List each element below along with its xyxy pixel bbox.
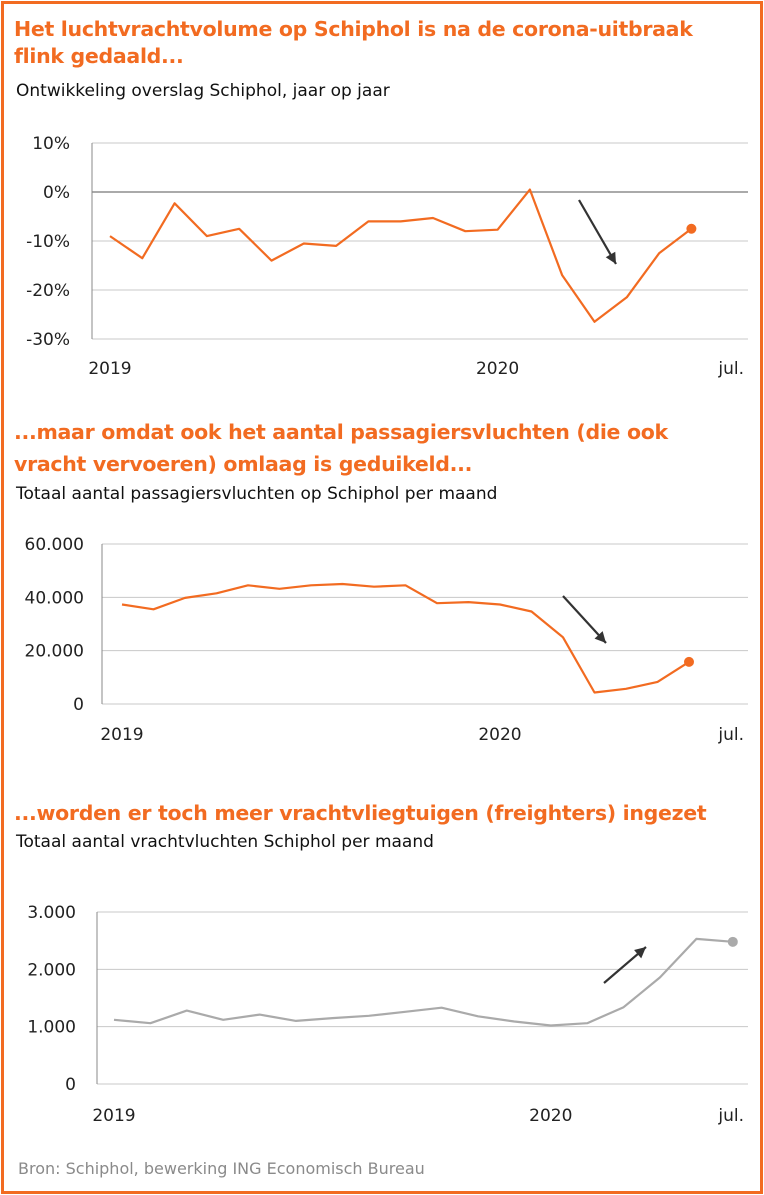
series-end-marker — [686, 223, 697, 234]
series-line — [113, 937, 733, 1027]
chart-title-line-1: ...maar omdat ook het aantal passagiersv… — [14, 420, 668, 444]
series-end-marker — [684, 656, 694, 667]
chart-passenger-flights: 60.000 40.000 20.000 0 2019 2020 jul. — [25, 535, 748, 745]
y-tick-label: 0% — [43, 183, 70, 203]
y-tick-label: 0 — [65, 1075, 76, 1095]
trend-arrow-head — [594, 631, 606, 643]
y-tick-label: 60.000 — [25, 535, 84, 555]
chart-freighter-flights: 3.000 2.000 1.000 0 2019 2020 jul. — [27, 903, 748, 1126]
trend-arrow-head — [634, 947, 646, 959]
x-tick-label: jul. — [717, 359, 744, 379]
source-note: Bron: Schiphol, bewerking ING Economisch… — [18, 1159, 425, 1178]
y-tick-label: 2.000 — [27, 960, 76, 980]
x-tick-label: 2019 — [88, 359, 131, 379]
chart-subtitle: Ontwikkeling overslag Schiphol, jaar op … — [16, 81, 390, 101]
y-tick-label: -20% — [26, 281, 70, 301]
x-tick-label: 2020 — [478, 725, 521, 745]
y-tick-label: 1.000 — [27, 1018, 76, 1038]
x-tick-label: 2020 — [476, 359, 519, 379]
y-tick-label: 3.000 — [27, 903, 76, 923]
chart-title-line-2: vracht vervoeren) omlaag is geduikeld... — [14, 452, 473, 476]
y-tick-label: -10% — [26, 232, 70, 252]
x-tick-label: 2019 — [92, 1106, 135, 1126]
trend-arrow-head — [605, 251, 616, 264]
y-tick-label: 40.000 — [25, 588, 84, 608]
series-line — [109, 188, 693, 323]
chart-subtitle: Totaal aantal vrachtvluchten Schiphol pe… — [16, 832, 434, 852]
x-tick-label: jul. — [717, 1106, 744, 1126]
chart-title: Het luchtvrachtvolume op Schiphol is na … — [14, 17, 693, 68]
chart-cargo-volume: 10% 0% -10% -20% -30% 2019 2020 jul. — [26, 134, 748, 379]
x-tick-label: jul. — [717, 725, 744, 745]
series-end-marker — [727, 936, 738, 947]
y-tick-label: 20.000 — [25, 642, 84, 662]
series-line — [121, 582, 690, 694]
trend-arrow-line — [578, 199, 617, 265]
chart-title: ...worden er toch meer vrachtvliegtuigen… — [14, 801, 707, 825]
x-tick-label: 2019 — [100, 725, 143, 745]
y-tick-label: 10% — [32, 134, 70, 154]
x-tick-label: 2020 — [529, 1106, 572, 1126]
y-tick-label: -30% — [26, 330, 70, 350]
chart-subtitle: Totaal aantal passagiersvluchten op Schi… — [16, 484, 498, 504]
y-tick-label: 0 — [73, 695, 84, 715]
